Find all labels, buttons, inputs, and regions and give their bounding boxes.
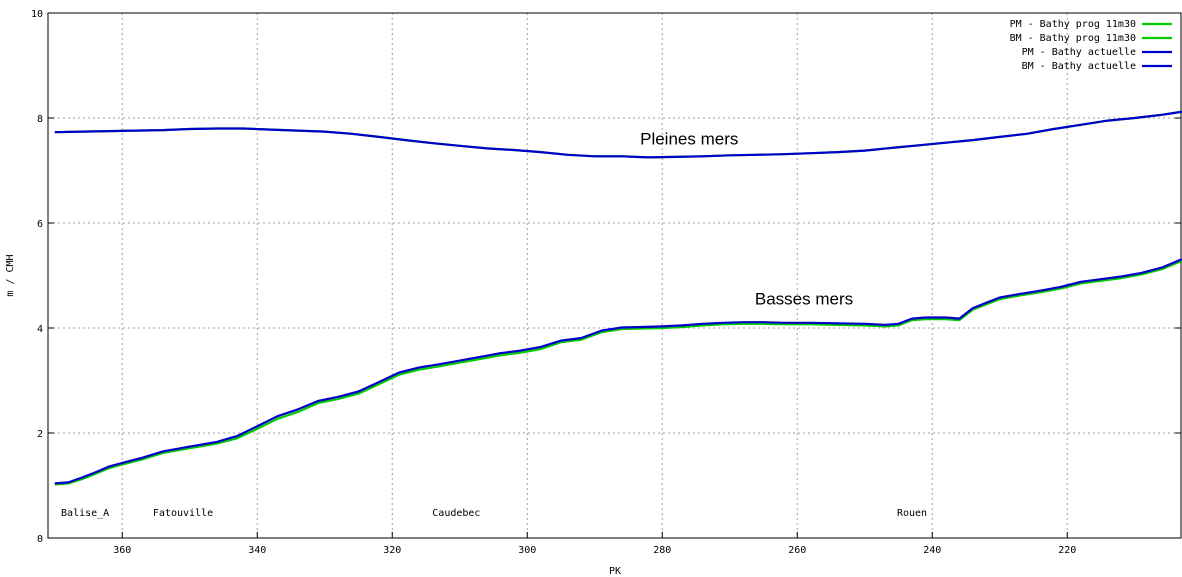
x-tick-label: 340: [248, 545, 266, 556]
place-labels: Balise_A Fatouville Caudebec Rouen: [61, 508, 927, 519]
y-tick-label: 2: [37, 429, 43, 440]
x-tick-label: 240: [923, 545, 941, 556]
y-axis-label: m / CMH: [5, 254, 16, 296]
x-axis-label: PK: [609, 566, 621, 577]
place-label: Fatouville: [153, 508, 213, 519]
x-tick-label: 260: [788, 545, 806, 556]
y-tick-label: 10: [31, 9, 43, 20]
x-tick-label: 300: [518, 545, 536, 556]
annotation-label: Basses mers: [755, 289, 853, 308]
plot-frame: [47, 12, 1182, 539]
y-tick-label: 0: [37, 534, 43, 545]
x-tick-label: 320: [383, 545, 401, 556]
y-tick-label: 8: [37, 114, 43, 125]
legend: PM - Bathy prog 11m30 BM - Bathy prog 11m…: [1010, 19, 1172, 72]
legend-entry-label: BM - Bathy prog 11m30: [1010, 33, 1136, 44]
annotations: Pleines mers Basses mers: [640, 129, 853, 308]
series-lines: [54, 110, 1182, 486]
annotation-label: Pleines mers: [640, 129, 738, 148]
axis-ticks: 360 340 320 300 280 260 240 220 0 2 4 6 8 10: [31, 9, 1181, 556]
place-label: Rouen: [897, 508, 927, 519]
x-tick-label: 220: [1058, 545, 1076, 556]
place-label: Balise_A: [61, 508, 109, 519]
series-line-3: [54, 110, 1182, 159]
x-tick-label: 360: [113, 545, 131, 556]
legend-entry-label: PM - Bathy prog 11m30: [1010, 19, 1136, 30]
y-tick-label: 4: [37, 324, 43, 335]
series-line-2: [54, 259, 1182, 486]
y-tick-label: 6: [37, 219, 43, 230]
series-line-4: [54, 258, 1182, 485]
grid: [48, 13, 1182, 538]
x-tick-label: 280: [653, 545, 671, 556]
place-label: Caudebec: [432, 508, 480, 519]
legend-entry-label: PM - Bathy actuelle: [1022, 47, 1136, 58]
legend-entry-label: BM - Bathy actuelle: [1022, 61, 1136, 72]
